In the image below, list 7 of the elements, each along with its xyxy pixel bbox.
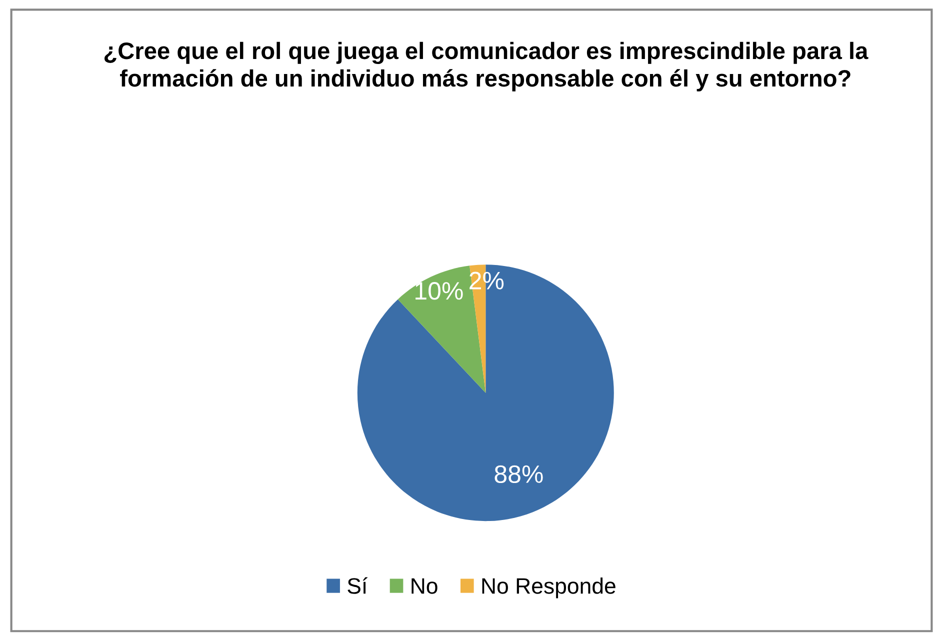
pie-slice [357, 264, 614, 522]
data-label: 10% [416, 282, 463, 300]
chart-title: ¿Cree que el rol que juega el comunicador es imprescindible para la formación de un individuo más responsable con él y su entorno? [104, 42, 868, 92]
legend-label: Sí [348, 577, 368, 594]
legend-label: No [412, 578, 438, 594]
legend-label: No Responde [482, 578, 616, 598]
data-label: 88% [494, 465, 543, 484]
